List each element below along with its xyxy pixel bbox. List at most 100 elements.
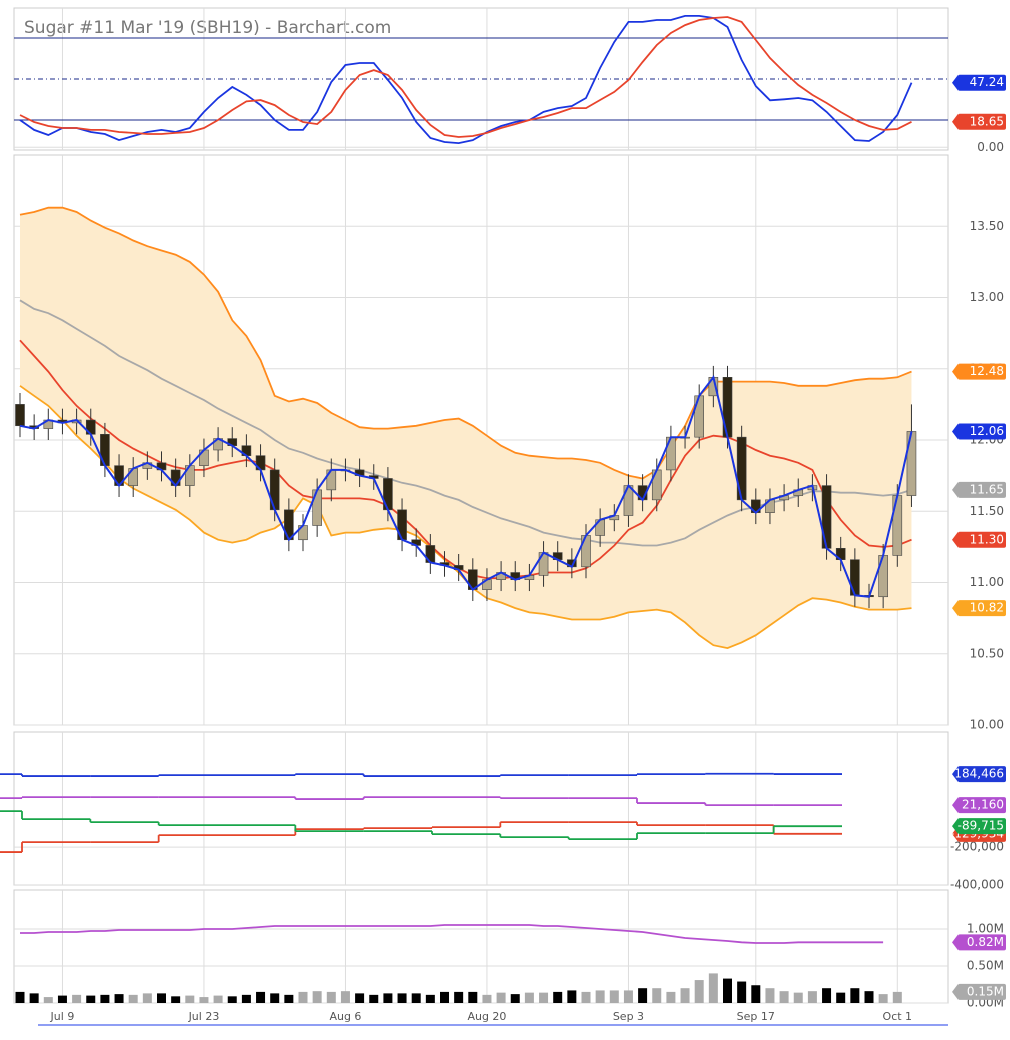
volume-bar: [496, 992, 506, 1003]
stochastic-line: [19, 16, 912, 138]
volume-bar: [157, 993, 166, 1003]
close-line: [19, 375, 913, 598]
volume-bar: [15, 991, 25, 1003]
value-label: 12.06: [970, 424, 1004, 438]
volume-bar: [270, 993, 280, 1003]
volume-bar: [128, 994, 138, 1003]
volume-bar: [850, 988, 860, 1003]
value-label: 11.65: [970, 482, 1004, 496]
open-interest-line: [20, 924, 884, 944]
y-tick-label: 10.00: [970, 718, 1004, 732]
value-label: 10.82: [970, 601, 1004, 615]
x-tick-label: Jul 9: [50, 1010, 75, 1023]
value-label: 12.48: [970, 364, 1004, 378]
volume-bar: [539, 992, 549, 1003]
chart-title: Sugar #11 Mar '19 (SBH19) - Barchart.com: [24, 18, 391, 38]
volume-bar: [440, 991, 449, 1003]
volume-bar: [185, 995, 195, 1003]
value-label: 0.15M: [967, 984, 1004, 998]
candle-body: [850, 559, 860, 596]
x-tick-label: Aug 20: [467, 1010, 506, 1023]
volume-bar: [397, 993, 407, 1003]
y-tick-label: -200,000: [950, 840, 1004, 854]
value-label-box: [958, 74, 1006, 91]
volume-bar: [652, 988, 662, 1003]
volume-bar: [114, 994, 124, 1003]
value-label: 47.24: [970, 75, 1004, 89]
value-label-box: [958, 481, 1006, 498]
candle-body: [312, 489, 322, 526]
volume-bar: [298, 991, 308, 1003]
volume-bar: [807, 991, 817, 1003]
volume-bar: [86, 995, 96, 1003]
volume-bar: [468, 991, 478, 1003]
x-tick-label: Jul 23: [188, 1010, 220, 1023]
value-label: 184,466: [954, 767, 1004, 781]
volume-bar: [751, 985, 761, 1003]
candle-body: [906, 431, 917, 496]
volume-bar: [100, 994, 110, 1003]
value-label: 11.30: [970, 532, 1004, 546]
band-fill: [20, 207, 912, 649]
volume-bar: [878, 994, 888, 1003]
volume-bar: [708, 973, 718, 1003]
volume-bar: [623, 990, 633, 1003]
x-tick-label: Oct 1: [883, 1010, 913, 1023]
volume-bar: [595, 990, 605, 1003]
volume-bar: [694, 980, 704, 1003]
value-label: 18.65: [970, 114, 1004, 128]
value-label-box: [958, 797, 1006, 814]
volume-bar: [609, 990, 619, 1003]
value-label-box: [958, 766, 1006, 783]
y-tick-label: 0.00: [977, 140, 1004, 154]
label-pointer: [952, 423, 958, 440]
volume-bar: [72, 994, 82, 1003]
volume-bar: [425, 994, 435, 1003]
label-pointer: [952, 531, 958, 548]
volume-bar: [312, 991, 322, 1003]
volume-bar: [482, 994, 492, 1003]
y-tick-label: 11.50: [970, 504, 1004, 518]
value-label-box: [958, 818, 1006, 835]
x-tick-label: Sep 17: [737, 1010, 775, 1023]
y-tick-label: 10.50: [970, 646, 1004, 660]
label-pointer: [952, 74, 958, 91]
value-label-box: [958, 423, 1006, 440]
volume-bar: [765, 988, 775, 1003]
label-pointer: [952, 481, 958, 498]
volume-bar: [510, 994, 520, 1003]
volume-bar: [836, 992, 846, 1003]
volume-bar: [284, 994, 294, 1003]
volume-bar: [524, 992, 534, 1003]
value-label: -89,715: [958, 819, 1004, 833]
y-tick-label: -400,000: [950, 878, 1004, 892]
band-line: [19, 206, 912, 480]
volume-bar: [171, 996, 181, 1003]
label-pointer: [952, 600, 958, 617]
label-pointer: [952, 818, 958, 835]
volume-bar: [793, 992, 803, 1003]
y-tick-label: 0.50M: [967, 959, 1004, 973]
label-pointer: [952, 983, 958, 1000]
y-tick-label: 13.50: [970, 219, 1004, 233]
volume-bar: [241, 994, 251, 1003]
volume-bar: [43, 997, 53, 1003]
volume-bar: [680, 988, 690, 1003]
volume-bar: [57, 995, 67, 1003]
volume-bar: [256, 991, 266, 1003]
value-label: 0.82M: [967, 935, 1004, 949]
value-label-box: [958, 531, 1006, 548]
volume-bar: [892, 991, 902, 1003]
volume-bar: [355, 993, 365, 1003]
average-line: [19, 299, 912, 547]
cot-frame: [13, 731, 949, 886]
volume-bar: [340, 991, 350, 1003]
volume-bar: [411, 993, 421, 1003]
x-tick-label: Sep 3: [613, 1010, 644, 1023]
volume-bar: [723, 978, 732, 1003]
volume-bar: [383, 993, 393, 1003]
x-tick-label: Aug 6: [329, 1010, 361, 1023]
label-pointer: [952, 113, 958, 130]
average-line: [19, 339, 912, 580]
